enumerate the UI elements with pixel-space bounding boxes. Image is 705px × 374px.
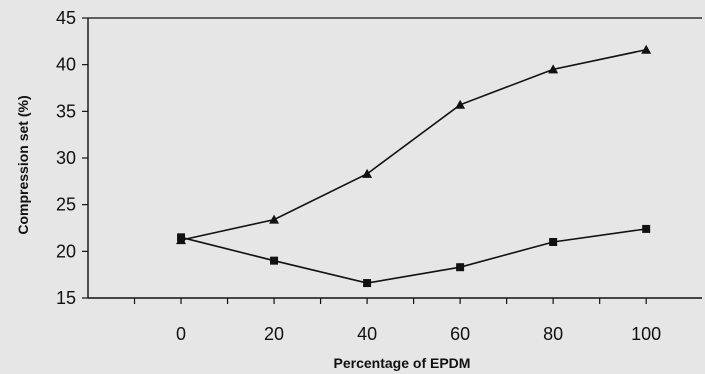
data-point-triangle [269,214,280,224]
series-line [180,48,647,241]
data-point-triangle [455,99,466,109]
tick-labels: 15 20 25 30 35 40 45 0 20 40 60 80 100 [56,8,661,344]
series-triangle [176,44,652,245]
x-tick-label: 80 [543,324,563,344]
data-point-triangle [641,44,652,54]
series-layer [176,44,652,288]
x-axis-title: Percentage of EPDM [334,355,471,371]
y-tick-label: 15 [56,288,76,308]
series-square [177,224,651,288]
y-tick-label: 25 [56,195,76,215]
data-point-triangle [548,64,559,74]
x-tick-label: 20 [264,324,284,344]
data-point-square [270,256,279,265]
data-point-square [363,279,372,288]
x-tick-label: 100 [631,324,661,344]
y-axis-title: Compression set (%) [15,95,31,234]
data-point-square [177,233,186,242]
x-tick-label: 60 [450,324,470,344]
x-tick-label: 40 [357,324,377,344]
y-tick-label: 40 [56,55,76,75]
axes [82,17,702,304]
y-tick-label: 30 [56,148,76,168]
data-point-square [642,224,651,233]
data-point-triangle [362,168,373,178]
y-tick-label: 45 [56,8,76,28]
y-tick-label: 20 [56,241,76,261]
data-point-square [456,263,465,272]
x-tick-label: 0 [176,324,186,344]
y-tick-label: 35 [56,101,76,121]
data-point-square [549,238,558,246]
series-line [180,228,647,284]
